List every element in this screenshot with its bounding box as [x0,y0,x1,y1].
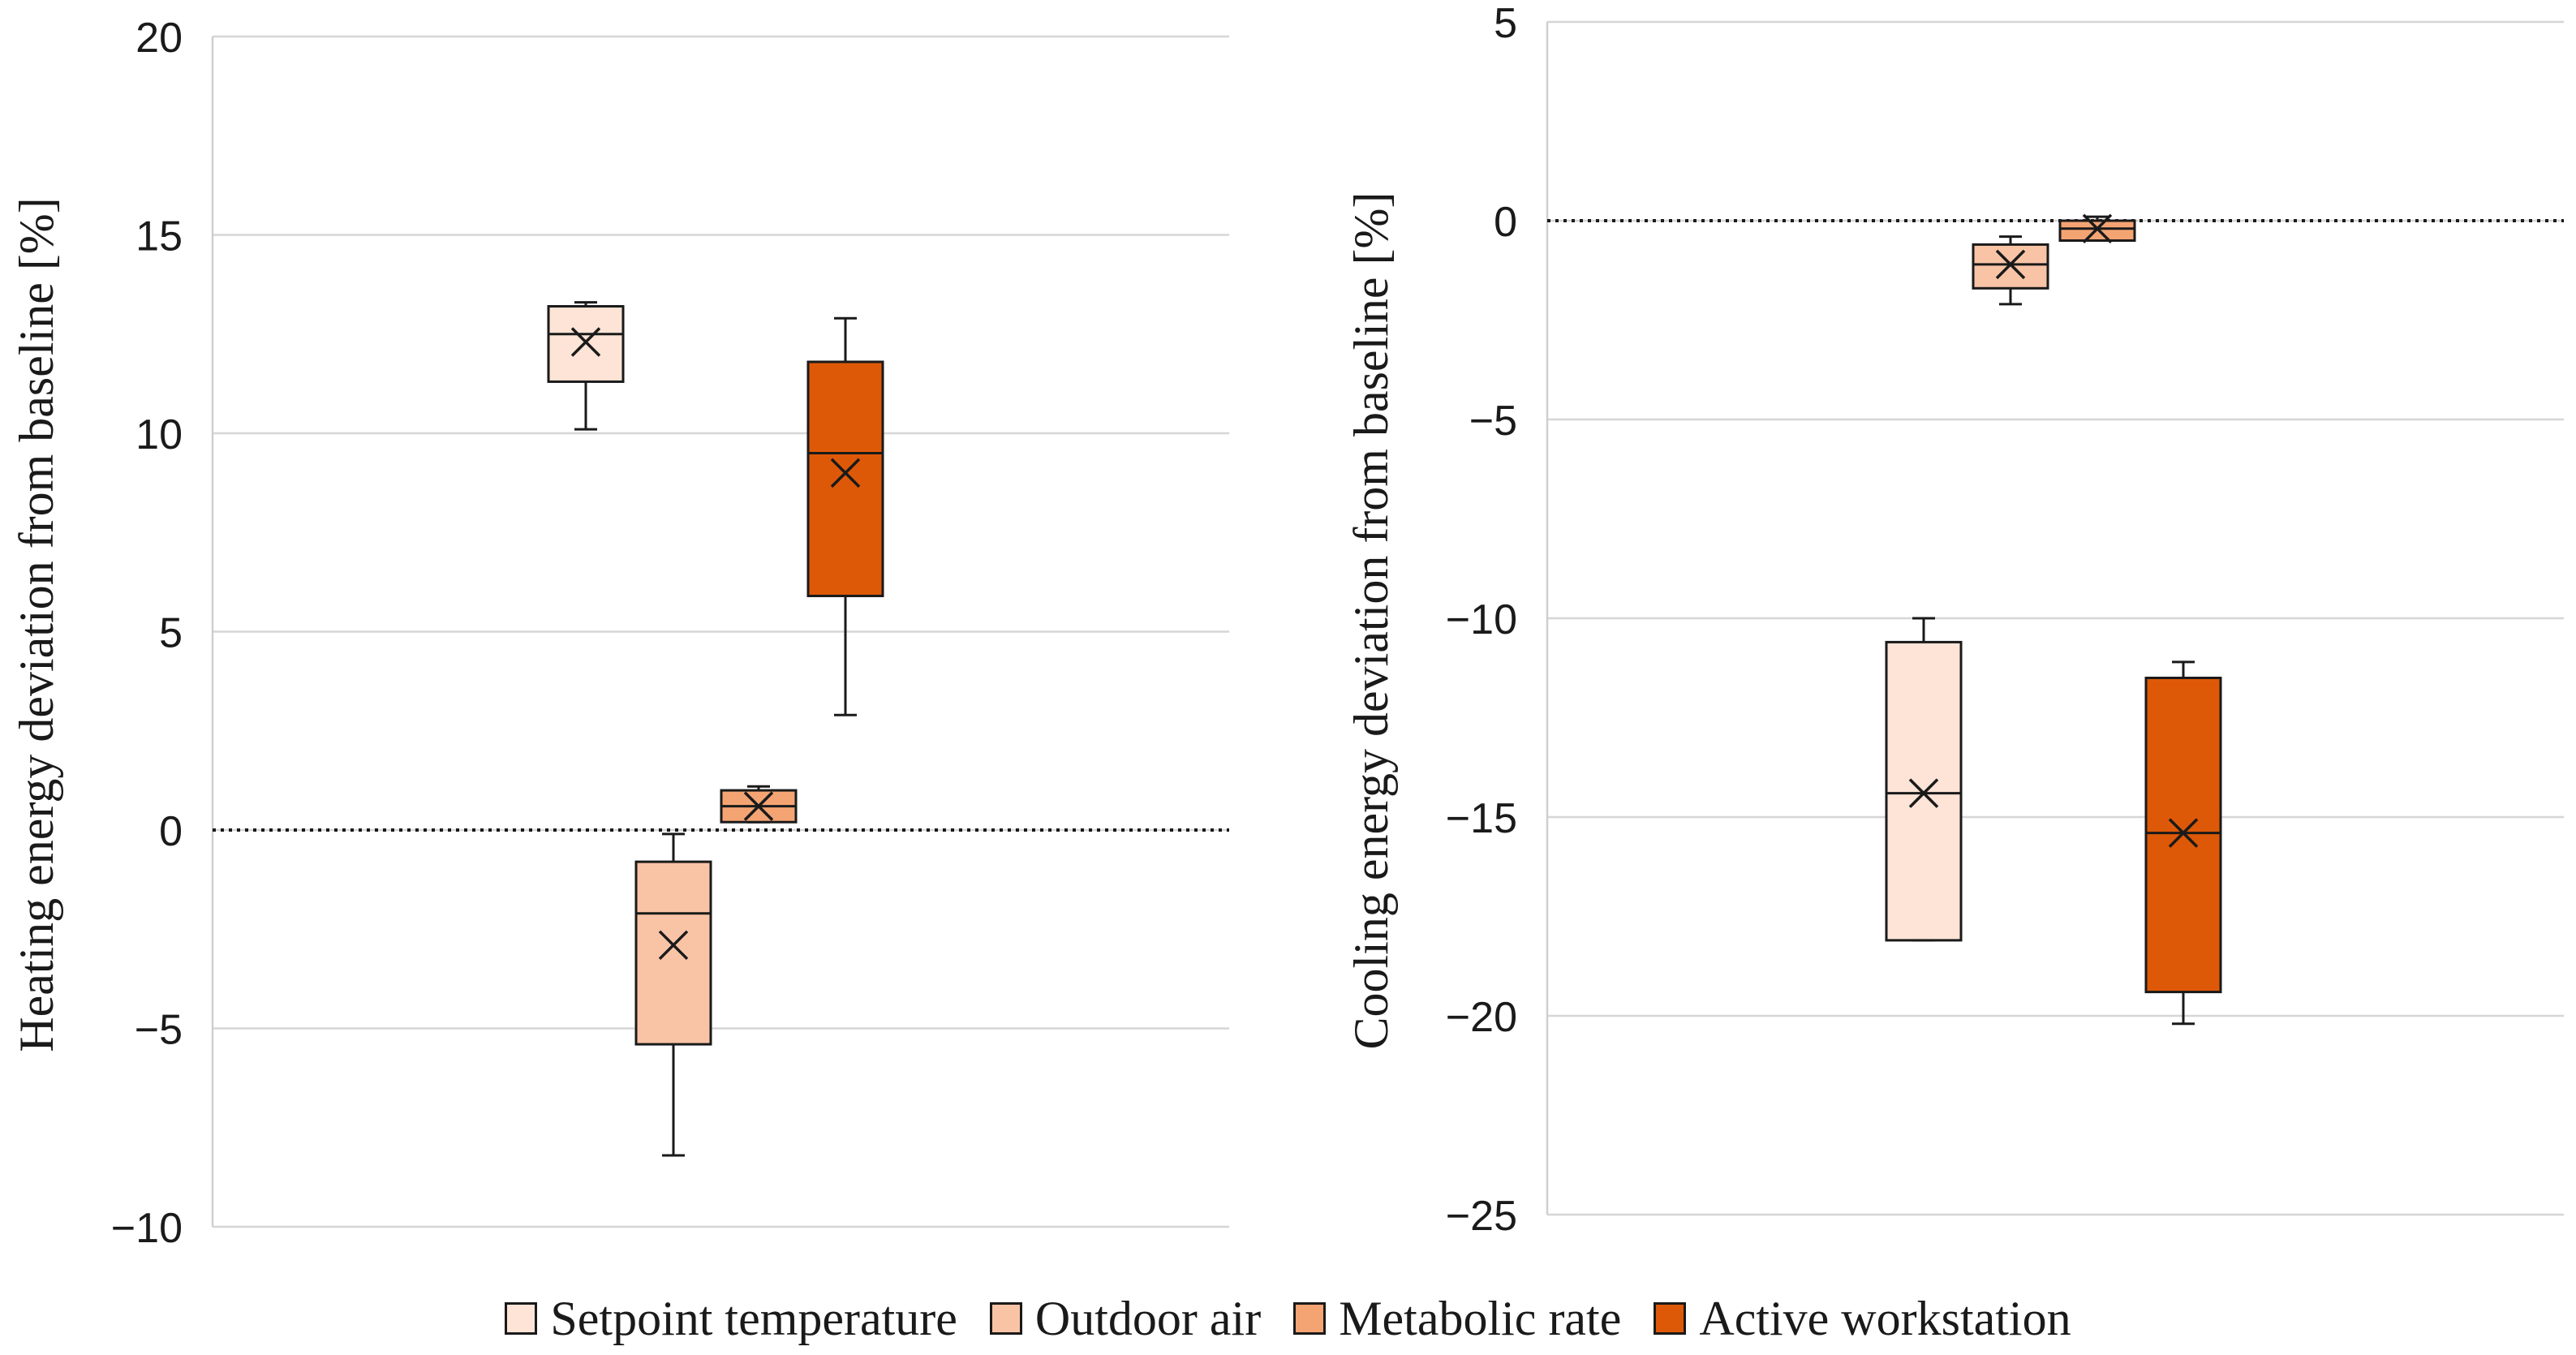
heating-y-tick-label: 20 [135,15,183,62]
heating-axes: −10 −5 0 5 10 15 20 [111,15,1229,1252]
heating-outdoor-air-box [634,860,712,1046]
legend-label-outdoor-air: Outdoor air [1034,1291,1262,1345]
legend-label-metabolic-rate: Metabolic rate [1339,1291,1622,1345]
heating-metabolic-rate-box-group [720,785,798,824]
legend-item-setpoint-temperature: Setpoint temperature [505,1291,957,1347]
legend-swatch-setpoint-temperature [505,1302,538,1335]
cooling-y-tick-label: −20 [1446,994,1517,1041]
cooling-setpoint-temperature-mean-marker [1908,778,1939,808]
cooling-y-tick-label: −25 [1446,1193,1517,1240]
cooling-outdoor-air-box-group [1972,235,2049,306]
heating-y-axis-label: Heating energy deviation from baseline [… [10,197,63,1052]
cooling-metabolic-rate-mean-marker [2082,213,2113,244]
cooling-active-workstation-box-group [2144,660,2222,1026]
heating-y-tick-label: 5 [159,610,183,657]
heating-y-tick-label: 0 [159,808,183,855]
legend: Setpoint temperature Outdoor air Metabol… [0,1286,2576,1351]
heating-y-tick-label: 15 [135,213,183,260]
cooling-axes: −25 −20 −15 −10 −5 0 5 [1446,0,2564,1240]
cooling-metabolic-rate-box-group [2058,213,2136,244]
legend-item-metabolic-rate: Metabolic rate [1293,1291,1621,1347]
cooling-outdoor-air-box [1972,243,2049,290]
legend-swatch-metabolic-rate [1293,1302,1327,1335]
heating-setpoint-temperature-mean-marker [570,327,601,357]
cooling-y-tick-label: −5 [1469,398,1517,445]
cooling-setpoint-temperature-box-group [1885,617,1963,942]
cooling-chart: −25 −20 −15 −10 −5 0 5 Cooling energy deviatio… [1344,0,2564,1240]
heating-active-workstation-mean-marker [830,458,861,488]
heating-metabolic-rate-mean-marker [743,791,774,821]
legend-swatch-outdoor-air [989,1302,1022,1335]
cooling-active-workstation-mean-marker [2168,818,2199,848]
heating-outdoor-air-mean-marker [658,930,689,961]
heating-active-workstation-box [806,360,884,597]
heating-setpoint-temperature-box-group [547,301,625,431]
heating-chart: −10 −5 0 5 10 15 20 Heating energy deviation f… [10,15,1229,1252]
heating-outdoor-air-box-group [634,832,712,1157]
cooling-outdoor-air-mean-marker [1995,249,2026,280]
heating-active-workstation-box-group [806,316,884,716]
cooling-y-tick-label: −10 [1446,596,1517,643]
cooling-y-tick-label: 0 [1494,199,1517,246]
legend-label-active-workstation: Active workstation [1699,1291,2071,1345]
cooling-y-axis-label: Cooling energy deviation from baseline [… [1344,192,1398,1050]
legend-label-setpoint-temperature: Setpoint temperature [550,1291,957,1345]
heating-y-tick-label: −10 [111,1205,183,1252]
heating-y-tick-label: 10 [135,411,183,458]
heating-y-tick-label: −5 [135,1007,183,1054]
legend-swatch-active-workstation [1654,1302,1687,1335]
legend-item-active-workstation: Active workstation [1654,1291,2071,1347]
cooling-y-tick-label: 5 [1494,0,1517,47]
cooling-y-tick-label: −15 [1446,795,1517,842]
legend-item-outdoor-air: Outdoor air [989,1291,1262,1347]
